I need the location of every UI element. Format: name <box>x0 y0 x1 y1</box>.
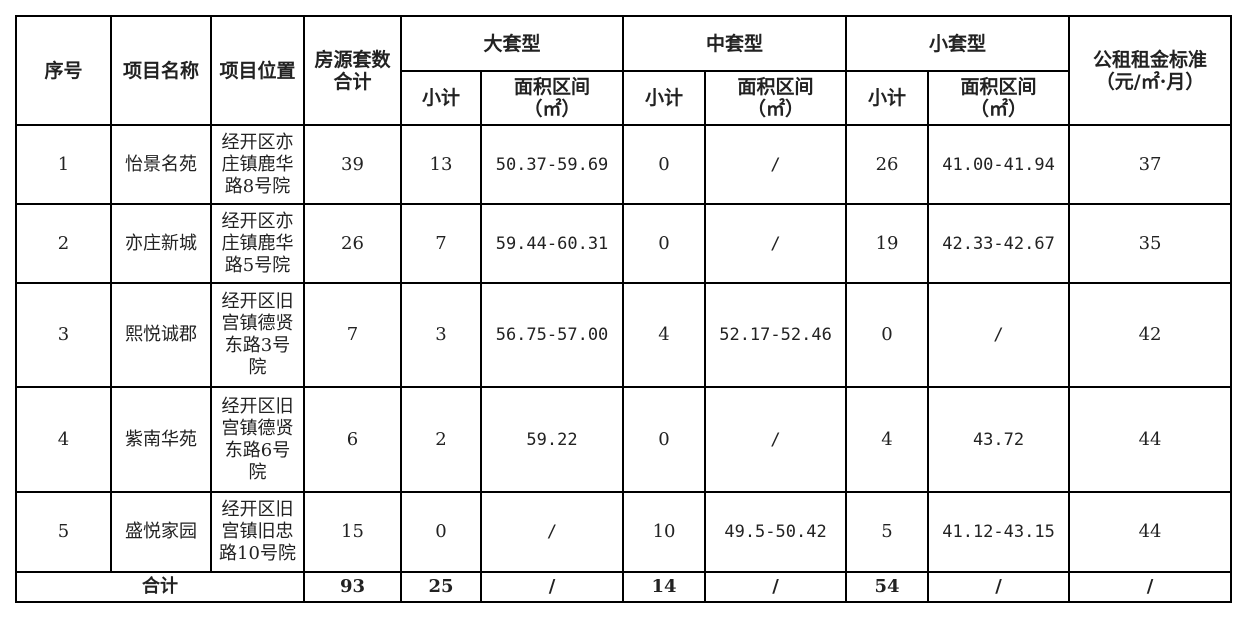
cell-total: 7 <box>303 282 402 388</box>
header-small-area: 面积区间（㎡） <box>927 70 1071 126</box>
cell-medium-area: 49.5-50.42 <box>704 491 848 573</box>
header-small-subtotal: 小计 <box>845 70 930 126</box>
cell-small-area: 43.72 <box>927 386 1071 493</box>
cell-seq: 5 <box>15 491 112 573</box>
cell-large-count: 0 <box>400 491 482 573</box>
cell-name: 怡景名苑 <box>110 124 212 205</box>
cell-large-count: 2 <box>400 386 482 493</box>
header-large-area: 面积区间（㎡） <box>479 70 625 126</box>
header-large: 大套型 <box>399 15 625 72</box>
header-area-text: 面积区间（㎡） <box>737 76 814 120</box>
totals-medium-count: 14 <box>622 571 707 603</box>
cell-location: 经开区旧宫镇旧忠路10号院 <box>210 491 305 573</box>
cell-location: 经开区亦庄镇鹿华路5号院 <box>210 203 305 284</box>
cell-rent: 37 <box>1068 124 1233 205</box>
header-medium-area: 面积区间（㎡） <box>704 70 848 126</box>
cell-seq: 3 <box>15 282 112 388</box>
header-area-text: 面积区间（㎡） <box>513 76 590 120</box>
totals-label: 合计 <box>15 571 305 603</box>
totals-total: 93 <box>303 571 402 603</box>
cell-large-area: / <box>479 491 625 573</box>
cell-large-count: 13 <box>400 124 482 205</box>
header-small: 小套型 <box>845 15 1071 72</box>
totals-medium-area: / <box>704 571 848 603</box>
location-text: 经开区旧宫镇旧忠路10号院 <box>219 499 296 564</box>
header-medium-subtotal: 小计 <box>622 70 707 126</box>
subheader-row: 小计 面积区间（㎡） 小计 面积区间（㎡） 小计 面积区间（㎡） <box>16 70 1231 126</box>
totals-row: 合计 93 25 / 14 / 54 / / <box>15 571 1233 603</box>
cell-total: 39 <box>303 124 402 205</box>
location-text: 经开区亦庄镇鹿华路5号院 <box>221 210 294 276</box>
header-area-text: 面积区间（㎡） <box>960 76 1037 120</box>
cell-large-area: 50.37-59.69 <box>479 124 625 205</box>
cell-small-count: 5 <box>845 491 930 573</box>
header-seq: 序号 <box>15 15 112 126</box>
cell-small-area: / <box>927 282 1071 388</box>
header-rent-text: 公租租金标准（元/㎡·月） <box>1093 48 1208 93</box>
table-row: 5 盛悦家园 经开区旧宫镇旧忠路10号院 15 0/10 49.5-50.42 5 41.12… <box>15 491 1233 573</box>
totals-large-count: 25 <box>400 571 482 603</box>
cell-medium-area: / <box>704 203 848 284</box>
header-medium: 中套型 <box>622 15 848 72</box>
header-row: 序号 项目名称 项目位置 房源套数合计 大套型 中套型 小套型 公租租金标准（元… <box>15 15 1233 126</box>
cell-small-area: 41.12-43.15 <box>927 491 1071 573</box>
cell-seq: 1 <box>15 124 112 205</box>
cell-small-count: 0 <box>845 282 930 388</box>
cell-medium-area: / <box>704 386 848 493</box>
cell-large-area: 56.75-57.00 <box>479 282 625 388</box>
cell-medium-count: 4 <box>622 282 707 388</box>
cell-seq: 2 <box>15 203 112 284</box>
header-rent: 公租租金标准（元/㎡·月） <box>1068 15 1233 126</box>
cell-name: 紫南华苑 <box>110 386 212 493</box>
cell-name: 亦庄新城 <box>110 203 212 284</box>
table-row: 2 亦庄新城 经开区亦庄镇鹿华路5号院 26 7 59.44-60.31 0/19 42.33… <box>15 203 1233 284</box>
housing-table: 序号 项目名称 项目位置 房源套数合计 大套型 中套型 小套型 公租租金标准（元… <box>15 15 1233 603</box>
cell-small-count: 26 <box>845 124 930 205</box>
cell-rent: 44 <box>1068 386 1233 493</box>
header-total-text: 房源套数合计 <box>314 48 391 93</box>
cell-rent: 35 <box>1068 203 1233 284</box>
location-text: 经开区旧宫镇德贤东路3号院 <box>221 291 294 378</box>
cell-medium-count: 0 <box>622 124 707 205</box>
cell-small-area: 42.33-42.67 <box>927 203 1071 284</box>
cell-rent: 42 <box>1068 282 1233 388</box>
totals-small-area: / <box>927 571 1071 603</box>
cell-name: 盛悦家园 <box>110 491 212 573</box>
header-location: 项目位置 <box>210 15 305 126</box>
cell-small-area: 41.00-41.94 <box>927 124 1071 205</box>
totals-large-area: / <box>479 571 625 603</box>
totals-small-count: 54 <box>845 571 930 603</box>
cell-total: 15 <box>303 491 402 573</box>
cell-medium-count: 10 <box>622 491 707 573</box>
cell-large-count: 3 <box>400 282 482 388</box>
totals-rent: / <box>1068 571 1233 603</box>
cell-small-count: 4 <box>845 386 930 493</box>
cell-total: 26 <box>303 203 402 284</box>
location-text: 经开区亦庄镇鹿华路8号院 <box>221 131 294 197</box>
header-total: 房源套数合计 <box>303 15 402 126</box>
cell-medium-area: / <box>704 124 848 205</box>
table-row: 4 紫南华苑 经开区旧宫镇德贤东路6号院 6 2 59.22 0/4 43.72 44 <box>15 386 1233 493</box>
cell-seq: 4 <box>15 386 112 493</box>
cell-medium-count: 0 <box>622 203 707 284</box>
cell-location: 经开区旧宫镇德贤东路6号院 <box>210 386 305 493</box>
cell-name: 熙悦诚郡 <box>110 282 212 388</box>
cell-location: 经开区旧宫镇德贤东路3号院 <box>210 282 305 388</box>
cell-total: 6 <box>303 386 402 493</box>
cell-large-area: 59.44-60.31 <box>479 203 625 284</box>
header-large-subtotal: 小计 <box>400 70 482 126</box>
cell-small-count: 19 <box>845 203 930 284</box>
cell-medium-count: 0 <box>622 386 707 493</box>
cell-location: 经开区亦庄镇鹿华路8号院 <box>210 124 305 205</box>
cell-rent: 44 <box>1068 491 1233 573</box>
header-name: 项目名称 <box>110 15 212 126</box>
table-row: 1 怡景名苑 经开区亦庄镇鹿华路8号院 39 13 50.37-59.69 0/26 41.0… <box>15 124 1233 205</box>
cell-medium-area: 52.17-52.46 <box>704 282 848 388</box>
cell-large-area: 59.22 <box>479 386 625 493</box>
cell-large-count: 7 <box>400 203 482 284</box>
location-text: 经开区旧宫镇德贤东路6号院 <box>221 395 294 483</box>
table-row: 3 熙悦诚郡 经开区旧宫镇德贤东路3号院 7 3 56.75-57.00 4 52.17-52… <box>15 282 1233 388</box>
